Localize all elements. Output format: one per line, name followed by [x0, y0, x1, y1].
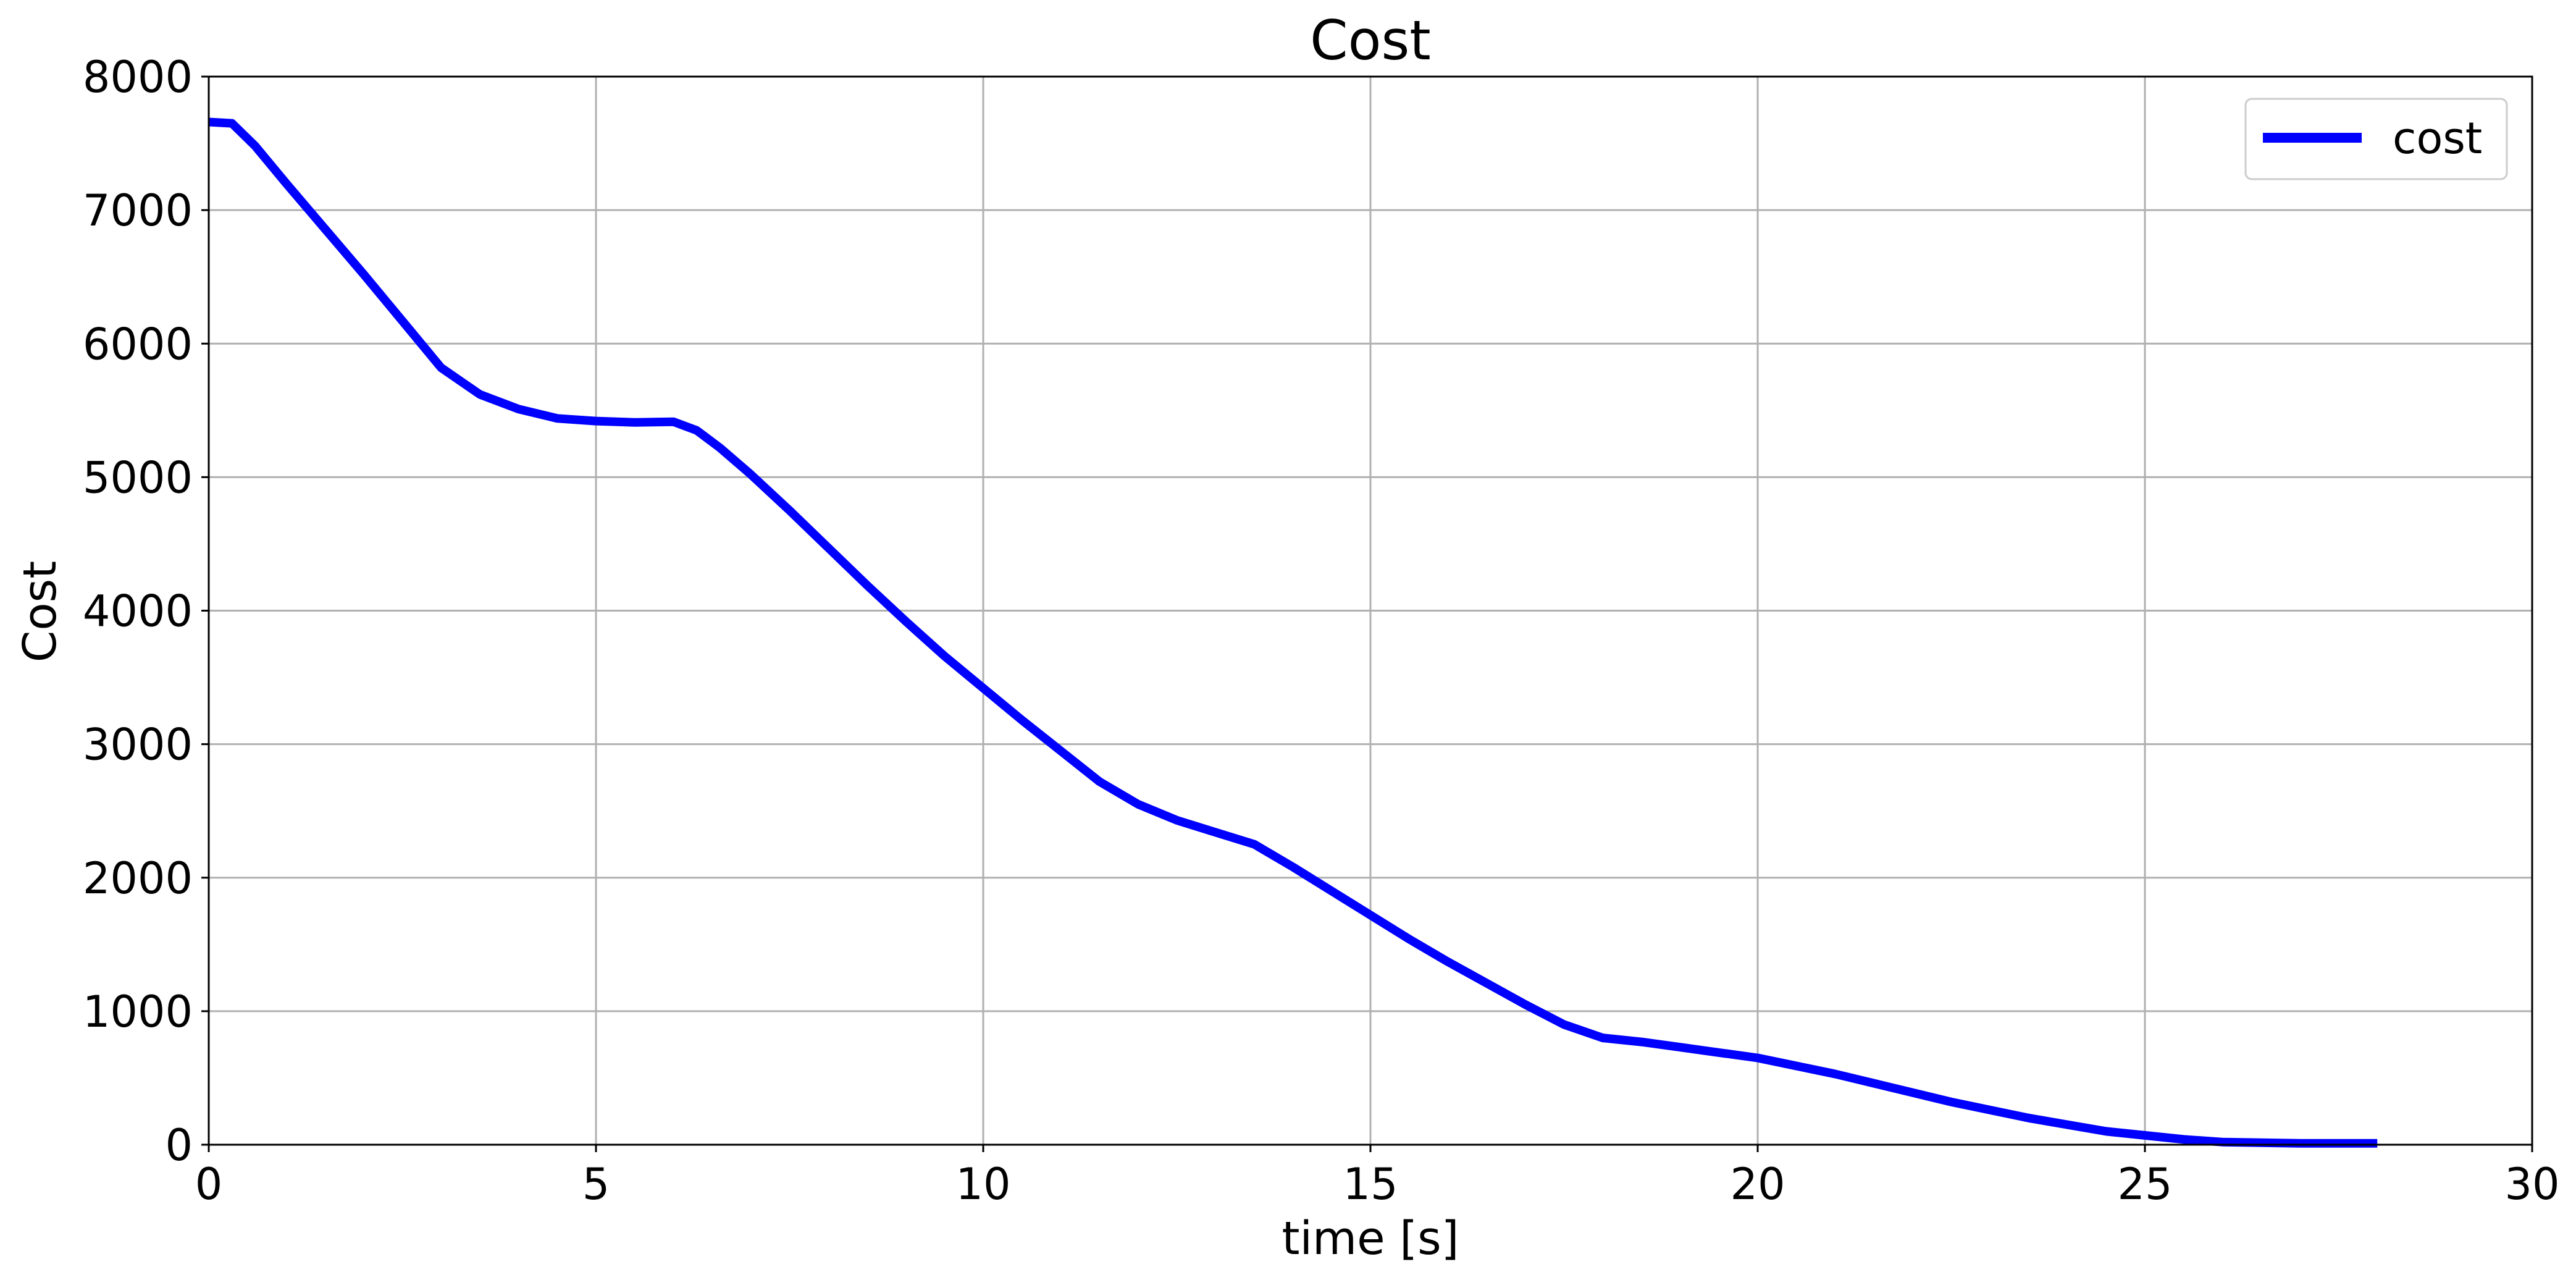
x-tick-label: 30 — [2504, 1159, 2559, 1210]
y-tick-label: 6000 — [83, 319, 193, 369]
y-tick-label: 4000 — [83, 586, 193, 637]
legend: cost — [2244, 98, 2508, 180]
series-line-cost — [208, 117, 2378, 1148]
y-tick-label: 7000 — [83, 185, 193, 236]
series-layer — [208, 117, 2378, 1148]
x-tick-label: 0 — [195, 1159, 223, 1210]
grid — [208, 75, 2533, 1146]
y-tick-label: 5000 — [83, 452, 193, 503]
y-tick-label: 3000 — [83, 720, 193, 770]
y-tick-label: 0 — [165, 1120, 193, 1171]
ticks: 0 5 10 15 20 25 30 0 1000 2000 3000 4000 5000 6000 700… — [83, 52, 2560, 1210]
y-tick-label: 8000 — [83, 52, 193, 103]
legend-box — [2244, 98, 2508, 180]
legend-label-cost: cost — [2393, 113, 2482, 164]
x-tick-label: 10 — [955, 1159, 1010, 1210]
x-tick-label: 5 — [582, 1159, 610, 1210]
x-tick-label: 15 — [1343, 1159, 1398, 1210]
x-tick-label: 20 — [1730, 1159, 1785, 1210]
x-axis-title: time [s] — [1282, 1212, 1459, 1265]
x-tick-label: 25 — [2117, 1159, 2172, 1210]
chart-title: Cost — [1310, 9, 1431, 72]
y-tick-label: 1000 — [83, 987, 193, 1037]
y-tick-label: 2000 — [83, 853, 193, 904]
y-axis-title: Cost — [14, 561, 67, 663]
